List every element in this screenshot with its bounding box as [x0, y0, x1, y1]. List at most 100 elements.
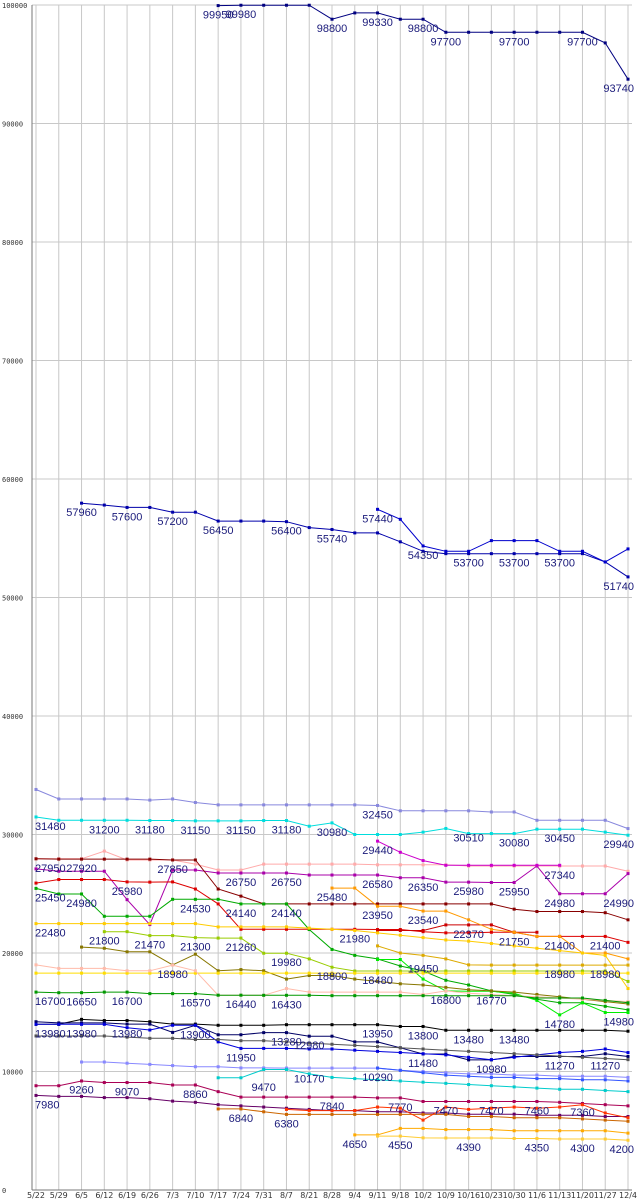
data-point: [580, 30, 584, 34]
data-point: [307, 3, 311, 7]
data-point: [262, 803, 266, 807]
data-point: [467, 991, 471, 995]
x-tick-label: 9/11: [369, 1191, 387, 1200]
data-point: [353, 833, 357, 836]
data-point: [34, 867, 38, 871]
data-point: [125, 1081, 129, 1085]
data-point: [171, 922, 175, 926]
data-point: [80, 991, 84, 995]
data-point: [353, 1077, 357, 1081]
data-label: 26350: [408, 882, 439, 894]
data-point: [330, 1112, 334, 1116]
series-path: [377, 1067, 629, 1082]
data-point: [376, 902, 380, 906]
data-point: [376, 531, 380, 535]
data-point: [239, 971, 243, 975]
data-point: [148, 914, 152, 918]
data-point: [57, 1094, 61, 1098]
data-point: [489, 942, 493, 946]
data-point: [603, 818, 607, 822]
data-point: [307, 1023, 311, 1027]
data-point: [353, 977, 357, 981]
data-point: [535, 996, 539, 1000]
data-point: [216, 971, 220, 975]
data-point: [330, 1066, 334, 1070]
data-point: [398, 1134, 402, 1138]
data-label: 13480: [499, 1034, 530, 1046]
data-point: [148, 1036, 152, 1040]
data-point: [489, 930, 493, 934]
data-point: [148, 1062, 152, 1066]
data-point: [421, 1099, 425, 1103]
data-point: [626, 1051, 630, 1055]
data-point: [421, 1112, 425, 1116]
data-point: [330, 927, 334, 931]
x-tick-label: 8/28: [323, 1191, 341, 1200]
y-tick-label: 10000: [2, 1069, 23, 1077]
data-point: [489, 927, 493, 931]
data-point: [444, 30, 448, 34]
data-label: 12980: [294, 1040, 325, 1052]
data-point: [512, 539, 516, 543]
data-point: [444, 1053, 448, 1057]
data-point: [535, 30, 539, 34]
data-point: [558, 1077, 562, 1081]
data-point: [239, 519, 243, 523]
data-point: [125, 950, 129, 954]
data-label: 13950: [362, 1029, 393, 1041]
data-point: [353, 1133, 357, 1137]
data-point: [284, 803, 288, 807]
data-point: [626, 1119, 630, 1123]
data-point: [376, 928, 380, 932]
data-label: 9470: [251, 1082, 275, 1094]
data-point: [580, 818, 584, 822]
data-point: [125, 1019, 129, 1023]
data-label: 13900: [180, 1029, 211, 1041]
data-point: [580, 1074, 584, 1078]
data-point: [171, 868, 175, 872]
data-point: [330, 990, 334, 994]
data-point: [558, 971, 562, 975]
data-point: [489, 923, 493, 927]
data-point: [307, 993, 311, 997]
data-point: [102, 914, 106, 918]
data-point: [102, 971, 106, 975]
data-point: [467, 963, 471, 967]
data-point: [216, 819, 220, 823]
data-point: [603, 1115, 607, 1119]
data-point: [489, 810, 493, 814]
data-point: [102, 1060, 106, 1064]
data-point: [307, 824, 311, 828]
x-tick-label: 11/20: [571, 1191, 594, 1200]
data-point: [489, 971, 493, 975]
series-line: [34, 864, 630, 927]
data-point: [467, 918, 471, 922]
data-point: [512, 863, 516, 867]
data-point: [580, 1001, 584, 1005]
data-point: [512, 1129, 516, 1133]
data-point: [489, 994, 493, 998]
data-point: [353, 928, 357, 932]
data-point: [171, 992, 175, 996]
data-point: [580, 1055, 584, 1059]
data-point: [239, 936, 243, 940]
data-label: 30450: [544, 833, 575, 845]
x-tick-label: 10/30: [503, 1191, 526, 1200]
data-point: [102, 797, 106, 801]
data-point: [467, 971, 471, 975]
data-point: [171, 1099, 175, 1103]
data-point: [489, 1112, 493, 1116]
data-point: [284, 993, 288, 997]
data-point: [307, 1047, 311, 1051]
data-point: [444, 957, 448, 961]
series-path: [377, 1135, 629, 1141]
data-point: [603, 911, 607, 915]
data-point: [80, 922, 84, 926]
data-point: [216, 969, 220, 973]
data-point: [57, 857, 61, 861]
data-point: [512, 1073, 516, 1077]
data-point: [148, 992, 152, 996]
data-point: [148, 1097, 152, 1101]
series-path: [377, 945, 628, 966]
data-point: [307, 1112, 311, 1116]
